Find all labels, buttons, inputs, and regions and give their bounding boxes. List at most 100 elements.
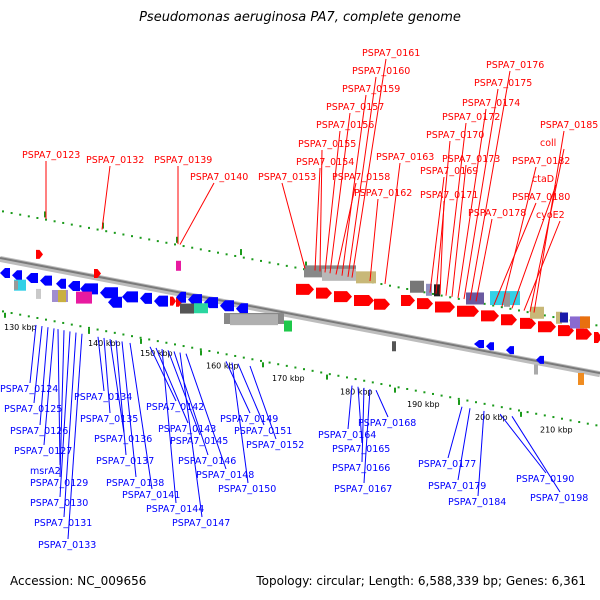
top-tick-dot [131,235,133,238]
gene-leader-line [39,327,49,426]
forward-gene-arrow [401,294,415,306]
top-tick-dot [70,223,73,226]
reverse-gene-arrow [26,272,38,283]
feature-block [284,320,292,332]
gene-leader-line [357,386,363,444]
bottom-tick-dot [440,394,443,397]
gene-leader-line [369,198,379,282]
gene-leader-line [335,182,357,275]
top-tick-dot [552,316,555,319]
feature-block [14,279,26,291]
forward-gene-arrow [594,332,600,344]
forward-gene-arrow [94,269,101,279]
bottom-tick-dot [294,366,297,369]
gene-label-forward: PSPA7_0169 [420,166,478,177]
reverse-gene-arrow [154,295,168,307]
bottom-tick-dot [199,348,202,351]
top-major-tick [240,249,242,256]
top-tick-dot [2,210,4,213]
gene-label-forward: PSPA7_0153 [258,172,316,183]
gene-label-reverse: PSPA7_0133 [38,540,96,551]
bottom-tick-dot [328,373,331,376]
bottom-tick-dot [225,353,228,356]
gene-label-forward: PSPA7_0157 [326,102,384,113]
bottom-tick-dot [113,331,116,334]
top-tick-dot [88,226,90,229]
bottom-tick-dot [285,364,288,367]
bottom-tick-dot [174,343,176,346]
bottom-tick-dot [182,345,185,348]
reverse-gene-arrow [536,355,544,364]
bottom-tick-dot [36,316,39,319]
gene-label-reverse: PSPA7_0164 [318,430,376,441]
top-tick-dot [174,243,176,246]
gene-leader-line [319,149,323,272]
top-major-tick [176,236,178,243]
bottom-tick-dot [96,328,99,331]
gene-label-forward: PSPA7_0159 [342,84,400,95]
bottom-tick-dot [27,315,30,318]
top-tick-dot [440,294,443,297]
bottom-tick-dot [389,384,391,387]
top-tick-dot [518,309,520,312]
gene-leader-line [63,332,77,518]
bottom-tick-dot [346,376,348,379]
forward-gene-arrow [538,321,556,333]
reverse-gene-arrow [40,275,52,286]
feature-block [194,303,208,314]
top-tick-dot [27,215,30,218]
top-tick-dot [217,251,219,254]
top-tick-dot [260,259,262,262]
bottom-tick-dot [586,422,589,425]
gene-label-forward: PSPA7_0178 [468,208,526,219]
gene-leader-line [155,347,189,424]
gene-label-reverse: PSPA7_0126 [10,426,68,437]
bottom-tick-dot [595,424,598,427]
gene-leader-line [511,416,561,493]
top-tick-dot [199,248,202,251]
reverse-gene-arrow [236,303,248,315]
feature-block [230,314,278,326]
top-tick-dot [380,283,383,286]
gene-leader-line [161,349,177,504]
bottom-tick-dot [105,330,108,333]
gene-leader-line [129,342,153,490]
forward-gene-arrow [374,298,390,310]
bottom-tick-dot [268,361,271,364]
gene-label-reverse: PSPA7_0148 [196,470,254,481]
gene-label-forward: PSPA7_0176 [486,60,544,71]
reverse-gene-arrow [506,346,514,355]
top-tick-dot [79,225,82,228]
bottom-tick-dot [139,336,142,339]
bottom-tick-dot [526,411,529,414]
gene-leader-line [445,122,467,296]
forward-gene-arrow [296,283,314,295]
bottom-major-tick [140,338,142,344]
forward-gene-arrow [354,294,374,306]
gene-leader-line [351,58,387,278]
top-tick-dot [406,287,409,290]
ruler-tick-label: 170 kbp [272,374,305,383]
pseudo-gene-block [534,364,538,375]
gene-label-reverse: PSPA7_0137 [96,456,154,467]
bottom-tick-dot [337,374,340,377]
feature-block [580,316,590,329]
reverse-gene-arrow [100,287,118,299]
top-tick-dot [122,233,125,236]
gene-leader-line [109,339,125,434]
bottom-tick-dot [432,392,434,395]
forward-gene-arrow [576,328,592,340]
reverse-gene-arrow [0,268,10,278]
gene-leader-line [101,165,111,230]
bottom-tick-dot [19,313,22,316]
gene-label-forward: PSPA7_0185 [540,120,598,131]
top-major-tick [305,261,307,268]
feature-block [176,260,181,271]
ruler-tick-label: 210 kbp [540,426,573,435]
bottom-tick-dot [234,354,237,357]
gene-label-reverse: PSPA7_0141 [122,490,180,501]
bottom-major-tick [394,387,396,393]
gene-leader-line [237,363,265,426]
gene-label-forward: PSPA7_0171 [420,190,478,201]
top-tick-dot [148,238,151,241]
